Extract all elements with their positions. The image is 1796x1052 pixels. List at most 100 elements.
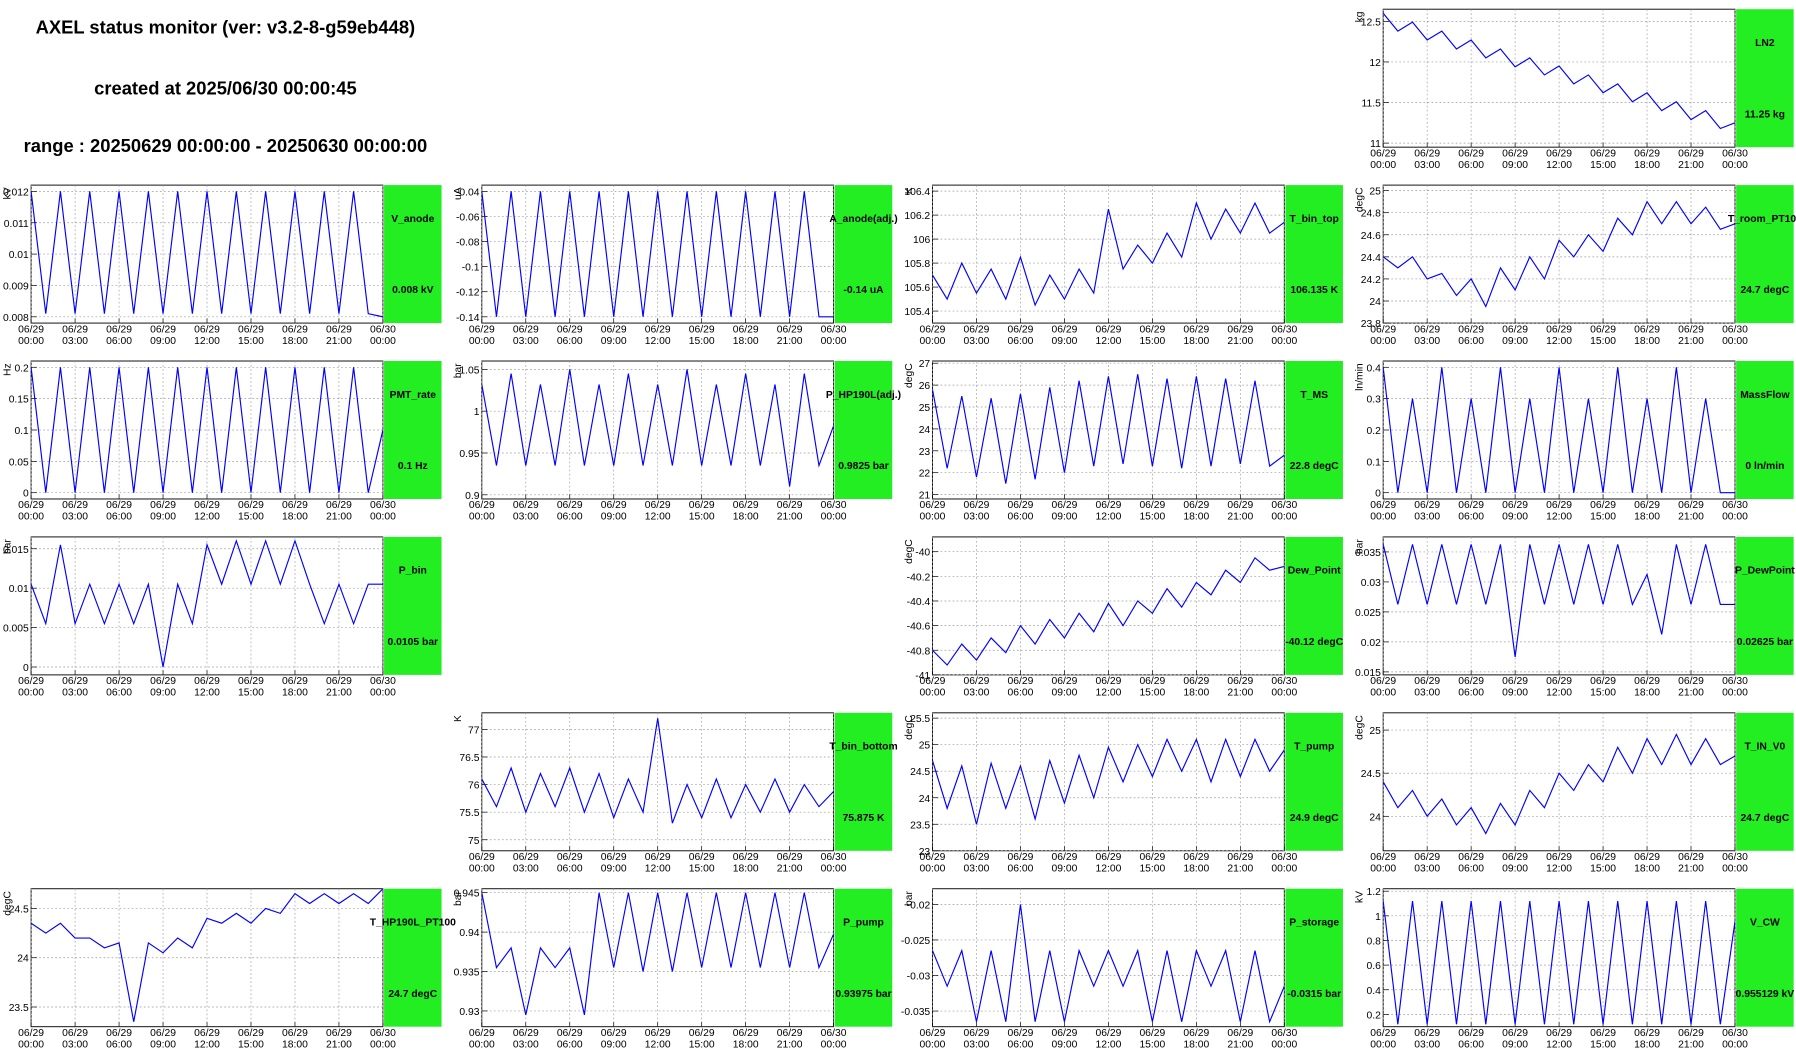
y-tick-label: 0.012 — [3, 187, 29, 198]
x-tick-label: 06/30 00:00 — [1271, 852, 1297, 874]
data-line — [481, 191, 834, 318]
panel-title: T_MS — [1300, 390, 1328, 401]
y-tick-label: 0.3 — [1367, 395, 1382, 406]
x-tick-label: 06/29 03:00 — [62, 676, 88, 698]
panel-status: 24.7 degC — [1740, 285, 1789, 296]
y-tick-label: 0.15 — [9, 395, 29, 406]
x-tick-label: 06/29 09:00 — [1051, 500, 1077, 522]
x-tick-label: 06/29 15:00 — [1139, 676, 1165, 698]
y-tick-label: 24 — [919, 425, 931, 436]
y-tick-label: 25 — [919, 741, 931, 752]
x-tick-label: 06/29 21:00 — [777, 324, 803, 346]
y-tick-label: 0.02 — [1361, 638, 1381, 649]
x-tick-label: 06/29 15:00 — [1590, 852, 1616, 874]
y-tick-label: 24 — [1369, 812, 1381, 823]
x-tick-label: 06/30 00:00 — [821, 1028, 847, 1050]
x-tick-label: 06/29 09:00 — [1051, 676, 1077, 698]
y-tick-label: 0.93 — [459, 1007, 479, 1018]
y-tick-label: 24 — [17, 954, 29, 965]
y-tick-label: 24.5 — [1361, 769, 1381, 780]
x-tick-label: 06/29 09:00 — [1502, 676, 1528, 698]
x-tick-label: 06/30 00:00 — [821, 324, 847, 346]
chart: 06/29 00:00 06/29 03:00 06/29 06:00 06/29 09:00… — [453, 712, 898, 874]
x-tick-label: 06/29 09:00 — [150, 676, 176, 698]
y-tick-label: -0.08 — [456, 238, 480, 249]
x-tick-label: 06/29 00:00 — [18, 1028, 44, 1050]
x-tick-label: 06/29 12:00 — [1095, 676, 1121, 698]
y-tick-label: 22 — [919, 469, 931, 480]
panel-title: T_bin_bottom — [829, 742, 897, 753]
x-tick-label: 06/29 15:00 — [1139, 324, 1165, 346]
x-tick-label: 06/29 12:00 — [1546, 148, 1572, 170]
panel-status: 22.8 degC — [1290, 461, 1339, 472]
data-line — [1383, 12, 1736, 130]
y-tick-label: 105.8 — [904, 259, 930, 270]
x-tick-label: 06/29 00:00 — [1370, 148, 1396, 170]
y-tick-label: 0.1 — [14, 426, 29, 437]
y-tick-label: -40.6 — [907, 622, 931, 633]
y-axis-label: bar — [453, 363, 464, 378]
y-axis-label: degC — [1354, 715, 1365, 740]
chart: 06/29 00:00 06/29 03:00 06/29 06:00 06/29 09:00… — [1354, 712, 1794, 874]
x-tick-label: 06/29 00:00 — [1370, 1028, 1396, 1050]
y-tick-label: 0.1 — [1367, 457, 1382, 468]
data-line — [932, 374, 1285, 484]
y-axis-label: bar — [453, 890, 464, 905]
x-tick-label: 06/29 18:00 — [733, 500, 759, 522]
x-tick-label: 06/29 06:00 — [1458, 852, 1484, 874]
x-tick-label: 06/29 21:00 — [1678, 500, 1704, 522]
status-panel — [1736, 185, 1794, 324]
x-tick-label: 06/29 21:00 — [326, 500, 352, 522]
x-tick-label: 06/29 03:00 — [964, 676, 990, 698]
x-tick-label: 06/29 03:00 — [1414, 148, 1440, 170]
x-tick-label: 06/29 18:00 — [733, 1028, 759, 1050]
x-tick-label: 06/29 06:00 — [1458, 324, 1484, 346]
x-tick-label: 06/29 09:00 — [150, 1028, 176, 1050]
x-tick-label: 06/29 09:00 — [1502, 852, 1528, 874]
chart: 06/29 00:00 06/29 03:00 06/29 06:00 06/29 09:00… — [1354, 184, 1796, 347]
y-tick-label: 24.5 — [910, 767, 930, 778]
y-tick-label: 75.5 — [459, 808, 479, 819]
panel-title: A_anode(adj.) — [829, 214, 897, 225]
x-tick-label: 06/29 03:00 — [513, 852, 539, 874]
x-tick-label: 06/29 15:00 — [1139, 852, 1165, 874]
x-tick-label: 06/30 00:00 — [1271, 676, 1297, 698]
panel-status: 0 ln/min — [1745, 461, 1784, 472]
y-tick-label: 1 — [474, 407, 480, 418]
x-tick-label: 06/29 15:00 — [238, 500, 264, 522]
chart: 06/29 00:00 06/29 03:00 06/29 06:00 06/29 09:00… — [2, 184, 442, 347]
x-tick-label: 06/29 12:00 — [194, 324, 220, 346]
y-tick-label: 76.5 — [459, 753, 479, 764]
x-tick-label: 06/30 00:00 — [821, 852, 847, 874]
data-line — [1383, 200, 1736, 308]
status-panel — [1736, 361, 1794, 499]
y-tick-label: 24.6 — [1361, 231, 1381, 242]
panel-status: 106.135 K — [1290, 285, 1338, 296]
status-panel — [1736, 712, 1794, 851]
data-line — [481, 892, 834, 1015]
chart: 06/29 00:00 06/29 03:00 06/29 06:00 06/29 09:00… — [1354, 536, 1795, 699]
x-tick-label: 06/29 09:00 — [601, 500, 627, 522]
chart: 06/29 00:00 06/29 03:00 06/29 06:00 06/29 09:00… — [901, 888, 1343, 1050]
y-axis-label: bar — [2, 539, 13, 554]
page-title: AXEL status monitor (ver: v3.2-8-g59eb44… — [36, 16, 416, 37]
panel-status: 24.7 degC — [388, 989, 437, 1000]
y-tick-label: 0.9 — [465, 491, 480, 502]
x-tick-label: 06/29 18:00 — [282, 324, 308, 346]
y-tick-label: 0.4 — [1367, 986, 1382, 997]
data-line — [1383, 900, 1736, 1025]
panel-title: PMT_rate — [390, 390, 437, 401]
chart: 06/29 00:00 06/29 03:00 06/29 06:00 06/29 09:00… — [904, 536, 1344, 699]
x-tick-label: 06/30 00:00 — [370, 676, 396, 698]
x-tick-label: 06/29 00:00 — [18, 676, 44, 698]
x-tick-label: 06/29 12:00 — [1546, 852, 1572, 874]
y-tick-label: -0.06 — [456, 212, 480, 223]
x-tick-label: 06/29 18:00 — [282, 500, 308, 522]
panel-title: P_DewPoint — [1735, 566, 1795, 577]
data-line — [31, 191, 383, 318]
x-tick-label: 06/29 12:00 — [645, 1028, 671, 1050]
y-axis-label: degC — [904, 363, 915, 388]
y-tick-label: -40.2 — [907, 572, 931, 583]
